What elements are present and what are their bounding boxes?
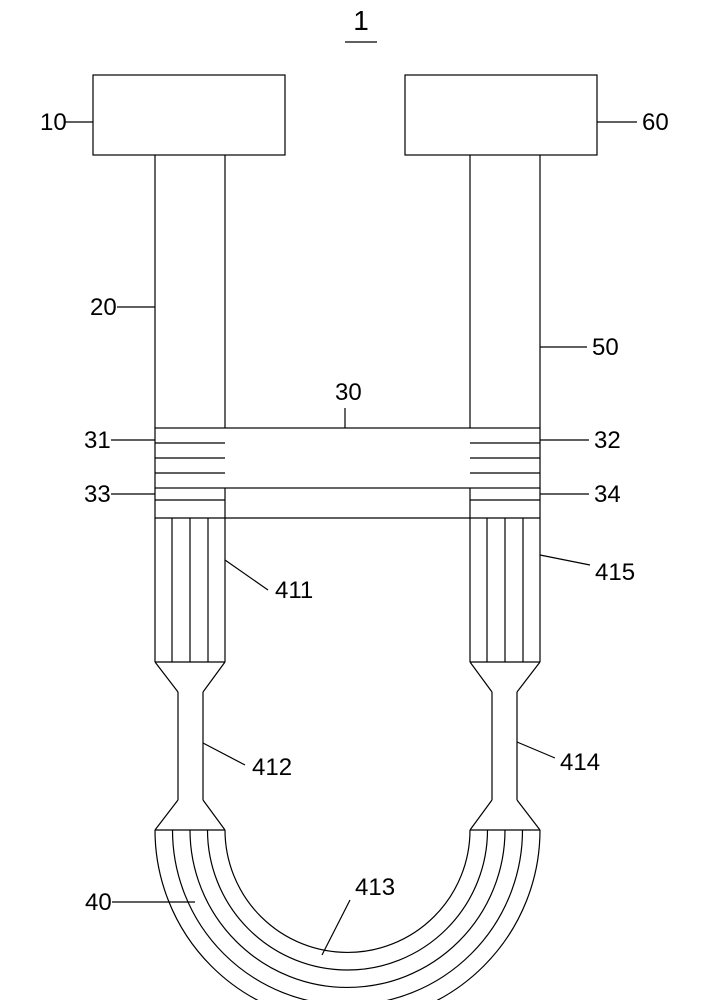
svg-text:1: 1 (353, 5, 369, 36)
svg-text:412: 412 (252, 754, 292, 781)
svg-text:34: 34 (594, 481, 621, 508)
diagram-container: { "canvas": { "w": 722, "h": 1000 }, "st… (0, 0, 722, 1000)
svg-text:20: 20 (90, 294, 117, 321)
svg-text:30: 30 (335, 379, 362, 406)
svg-text:411: 411 (275, 577, 313, 604)
svg-text:32: 32 (594, 427, 621, 454)
svg-text:415: 415 (595, 559, 635, 586)
svg-text:414: 414 (560, 749, 600, 776)
svg-text:413: 413 (355, 874, 395, 901)
svg-text:40: 40 (85, 889, 112, 916)
svg-text:33: 33 (84, 481, 111, 508)
svg-text:10: 10 (40, 109, 67, 136)
svg-text:31: 31 (84, 427, 111, 454)
diagram-svg: 1 10 60 20 50 30 31 32 33 34 411 415 412 414 413 40 (0, 0, 722, 1000)
svg-text:60: 60 (642, 109, 669, 136)
svg-text:50: 50 (592, 334, 619, 361)
